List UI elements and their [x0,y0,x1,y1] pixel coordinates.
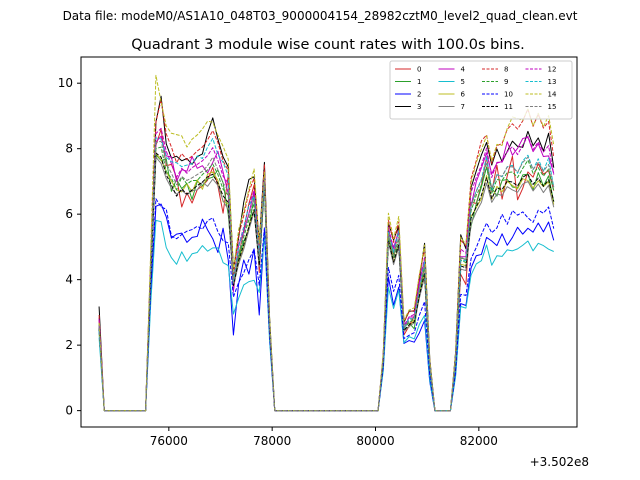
legend-label-5: 5 [461,78,465,86]
legend-label-1: 1 [417,78,421,86]
legend-label-9: 9 [504,78,508,86]
legend-label-3: 3 [417,103,421,111]
series-line-15 [98,140,555,412]
legend-label-12: 12 [548,66,557,74]
legend-frame [389,60,573,120]
x-axis: 76000 78000 80000 82000 [150,427,498,448]
legend-label-14: 14 [548,91,557,99]
y-tick-label: 8 [65,142,73,156]
y-tick-label: 2 [65,338,73,352]
series-line-9 [98,146,555,412]
legend-label-4: 4 [461,66,466,74]
series-layer [98,74,555,412]
legend-label-6: 6 [461,91,466,99]
y-axis: 0 2 4 6 8 10 [58,76,81,418]
legend-label-0: 0 [417,66,421,74]
legend-label-8: 8 [504,66,508,74]
x-tick-label: 78000 [253,434,291,448]
x-axis-offset-label: +3.502e8 [530,455,589,469]
legend-label-15: 15 [548,103,557,111]
y-tick-label: 6 [65,207,73,221]
x-tick-label: 76000 [150,434,188,448]
y-tick-label: 4 [65,273,73,287]
y-tick-label: 10 [58,76,73,90]
chart-title: Quadrant 3 module wise count rates with … [131,37,525,53]
data-file-supertitle: Data file: modeM0/AS1A10_048T03_90000041… [63,9,578,23]
x-tick-label: 80000 [356,434,394,448]
x-tick-label: 82000 [460,434,498,448]
legend-label-10: 10 [504,91,513,99]
legend-label-11: 11 [504,103,513,111]
legend-label-7: 7 [461,103,465,111]
y-tick-label: 0 [65,404,73,418]
series-line-10 [98,198,555,412]
legend-label-13: 13 [548,78,557,86]
legend-label-2: 2 [417,91,421,99]
